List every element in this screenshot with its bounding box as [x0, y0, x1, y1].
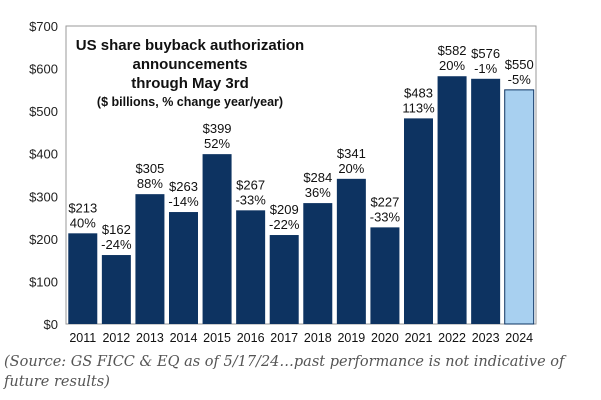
- value-label: $284: [303, 170, 332, 185]
- value-label: $227: [370, 194, 399, 209]
- x-tick-label: 2015: [203, 331, 231, 345]
- value-label: $209: [270, 202, 299, 217]
- pct-label: -24%: [101, 237, 132, 252]
- pct-label: -5%: [508, 72, 532, 87]
- x-tick-label: 2023: [472, 331, 500, 345]
- bar-2020: [370, 227, 400, 324]
- bar-2023: [471, 78, 501, 324]
- y-tick-label: $0: [44, 317, 58, 332]
- value-label: $263: [169, 179, 198, 194]
- pct-label: 52%: [204, 136, 230, 151]
- pct-label: -22%: [269, 217, 300, 232]
- source-note: (Source: GS FICC & EQ as of 5/17/24…past…: [4, 354, 565, 390]
- x-tick-label: 2024: [505, 331, 533, 345]
- pct-label: 113%: [402, 100, 435, 115]
- value-label: $305: [135, 161, 164, 176]
- value-label: $267: [236, 177, 265, 192]
- bar-2018: [303, 203, 333, 324]
- pct-label: 40%: [70, 215, 96, 230]
- bar-2014: [169, 212, 198, 324]
- value-label: $582: [438, 43, 467, 58]
- x-tick-label: 2014: [170, 331, 198, 345]
- value-label: $550: [505, 57, 534, 72]
- bar-2011: [68, 233, 98, 324]
- plot-frame: [65, 25, 537, 325]
- x-tick-label: 2018: [304, 331, 332, 345]
- y-tick-label: $700: [29, 19, 58, 34]
- pct-label: 36%: [305, 185, 331, 200]
- chart-subtitle: ($ billions, % change year/year): [97, 95, 283, 109]
- y-tick-label: $100: [29, 274, 58, 289]
- y-tick-label: $600: [29, 62, 58, 77]
- x-tick-label: 2017: [270, 331, 298, 345]
- chart-title: announcements: [132, 56, 247, 73]
- value-label: $399: [203, 121, 232, 136]
- value-label: $162: [102, 222, 131, 237]
- pct-label: -14%: [168, 194, 199, 209]
- pct-label: -33%: [235, 192, 266, 207]
- bar-2013: [135, 194, 165, 324]
- value-label: $483: [404, 85, 433, 100]
- chart-title: US share buyback authorization: [76, 37, 304, 54]
- value-label: $213: [68, 200, 97, 215]
- value-label: $576: [471, 46, 500, 61]
- y-tick-label: $500: [29, 104, 58, 119]
- bar-2012: [101, 255, 131, 324]
- bar-2022: [437, 76, 467, 324]
- value-label: $341: [337, 146, 366, 161]
- chart-title: through May 3rd: [131, 75, 249, 92]
- pct-label: -33%: [370, 209, 401, 224]
- bar-2019: [336, 178, 366, 324]
- bar-2016: [236, 210, 266, 324]
- x-tick-label: 2019: [337, 331, 365, 345]
- x-tick-label: 2020: [371, 331, 399, 345]
- pct-label: 20%: [338, 161, 364, 176]
- y-tick-label: $400: [29, 147, 58, 162]
- bar-2017: [269, 235, 299, 324]
- bar-2015: [202, 154, 232, 324]
- x-tick-label: 2013: [136, 331, 164, 345]
- y-tick-label: $200: [29, 232, 58, 247]
- pct-label: 20%: [439, 58, 465, 73]
- pct-label: -1%: [474, 61, 498, 76]
- x-tick-label: 2016: [237, 331, 265, 345]
- x-tick-label: 2022: [438, 331, 466, 345]
- bar-2021: [404, 118, 433, 324]
- x-tick-label: 2011: [69, 331, 96, 345]
- y-tick-label: $300: [29, 189, 58, 204]
- pct-label: 88%: [137, 176, 163, 191]
- x-tick-label: 2012: [102, 331, 130, 345]
- bar-2024: [504, 89, 535, 325]
- x-tick-label: 2021: [405, 331, 433, 345]
